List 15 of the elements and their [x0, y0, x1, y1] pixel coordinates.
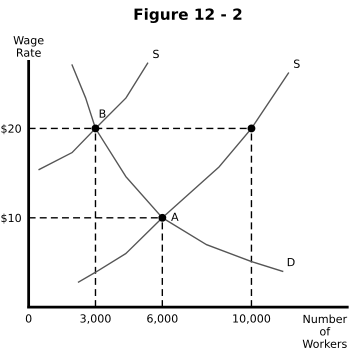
series-label: S — [153, 50, 159, 58]
y-tick-label: $20 — [1, 124, 21, 134]
x-axis-title: Number of Workers — [302, 314, 348, 348]
annotation: A — [171, 212, 179, 221]
x-tick-label: 6,000 — [147, 314, 178, 324]
y-axis-title: Wage Rate — [14, 36, 44, 57]
series-label: S — [294, 60, 300, 68]
annotation: B — [100, 110, 106, 118]
x-tick-label: 0 — [26, 314, 32, 323]
line-series — [38, 62, 148, 170]
chart-title: Figure 12 - 2 — [134, 8, 242, 24]
x-tick-label: 3,000 — [80, 314, 111, 324]
y-tick-label: $10 — [1, 214, 21, 224]
x-tick-label: 10,000 — [233, 314, 270, 324]
series-label: D — [288, 258, 295, 266]
